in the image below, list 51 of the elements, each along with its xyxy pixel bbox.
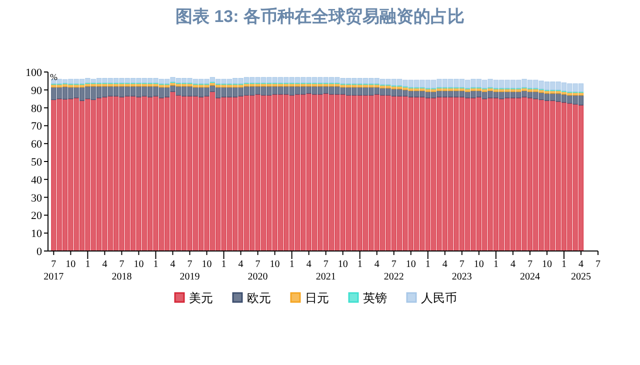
x-tick-label: 4 [306, 259, 312, 270]
x-tick-label: 10 [474, 259, 484, 270]
x-tick-label: 4 [510, 259, 516, 270]
x-tick-label: 7 2023 [452, 259, 472, 282]
x-tick-label: 10 [66, 259, 76, 270]
y-tick-label: 50 [31, 156, 42, 168]
y-tick-label: 30 [31, 192, 42, 204]
y-tick-label: 0 [36, 246, 42, 258]
x-tick-label: 7 2024 [520, 259, 540, 282]
legend-label: 美元 [189, 291, 213, 305]
x-tick-label: 7 2017 [44, 259, 64, 282]
y-tick-label: 20 [31, 210, 42, 222]
x-tick-label: 4 2025 [570, 259, 591, 282]
x-tick-label: 1 [425, 259, 430, 270]
x-tick-label: 4 [102, 259, 108, 270]
x-tick-label: 1 [221, 259, 226, 270]
legend-label: 英镑 [363, 291, 387, 305]
x-tick-label: 4 [442, 259, 448, 270]
x-tick-label: 10 [270, 259, 280, 270]
x-tick-label: 1 [153, 259, 158, 270]
y-tick-label: 70 [31, 120, 42, 133]
x-tick-label: 4 [170, 259, 176, 270]
x-tick-label: 7 [596, 259, 600, 270]
x-tick-label: 10 [406, 259, 416, 270]
x-tick-label: 4 [238, 259, 244, 270]
x-tick-label: 7 2022 [384, 259, 404, 282]
x-tick-label: 1 [493, 259, 498, 270]
legend-label: 人民币 [421, 291, 457, 305]
x-tick-label: 1 [357, 259, 362, 270]
y-tick-label: 10 [31, 228, 42, 240]
y-tick-label: 40 [31, 174, 42, 186]
y-tick-label: 100 [26, 67, 42, 79]
x-tick-label: 7 2018 [112, 259, 132, 282]
x-tick-label: 7 2021 [316, 259, 336, 282]
x-tick-label: 1 [85, 259, 90, 270]
x-tick-label: 10 [338, 259, 348, 270]
x-tick-label: 10 [202, 259, 212, 270]
y-tick-label: 60 [31, 138, 42, 151]
x-tick-label: 4 [374, 259, 380, 270]
title: 图表 13: 各币种在全球贸易融资的占比 [175, 7, 465, 26]
x-tick-label: 7 2020 [248, 259, 268, 282]
y-axis-title: % [50, 72, 58, 82]
y-tick-label: 80 [31, 102, 42, 115]
legend-label: 欧元 [247, 291, 271, 305]
x-tick-label: 1 [561, 259, 566, 270]
x-tick-label: 7 2019 [180, 259, 200, 282]
x-tick-label: 1 [289, 259, 294, 270]
x-tick-label: 10 [134, 259, 144, 270]
legend-label: 日元 [305, 291, 329, 305]
x-tick-label: 10 [542, 259, 552, 270]
y-tick-label: 90 [31, 84, 42, 97]
